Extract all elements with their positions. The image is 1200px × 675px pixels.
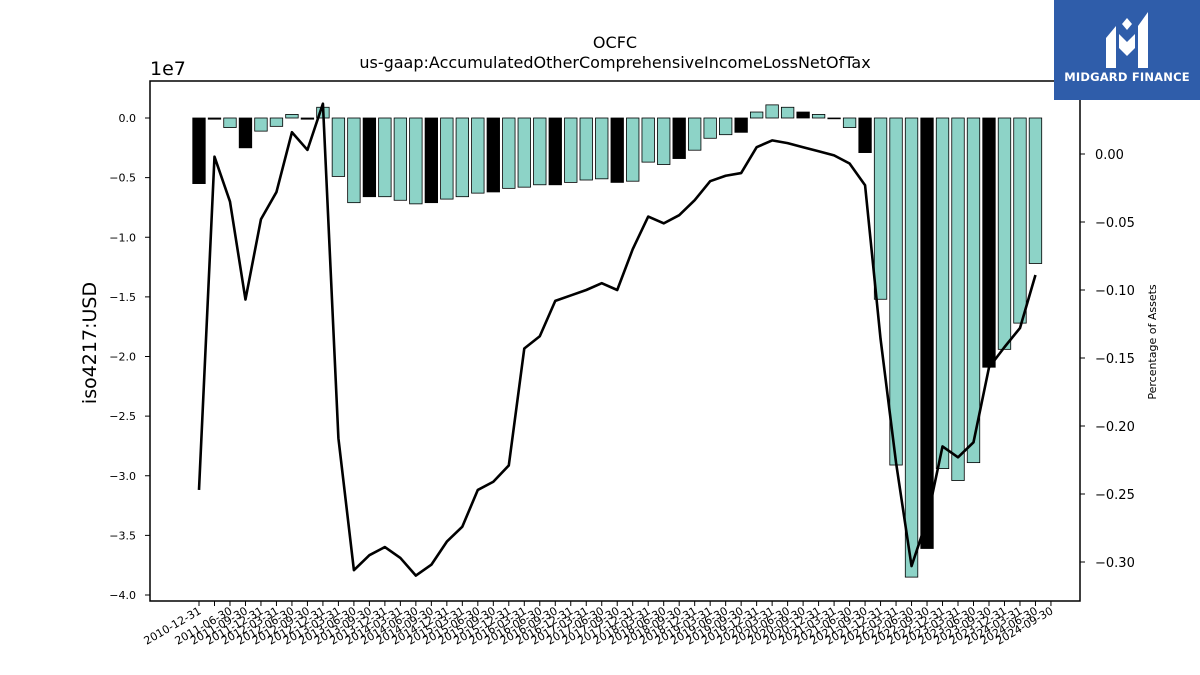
bar xyxy=(780,106,795,119)
bar xyxy=(595,117,609,180)
line-series xyxy=(197,102,1037,577)
bar xyxy=(564,117,578,183)
y2-tick-label: 0.00 xyxy=(1095,148,1124,163)
y2-tick-label: −0.10 xyxy=(1095,284,1135,299)
bar xyxy=(1028,117,1043,264)
bar xyxy=(749,111,764,119)
bar xyxy=(641,117,655,163)
y-tick-label: −2.0 xyxy=(109,351,136,364)
y-offset-label: 1e7 xyxy=(150,58,186,80)
bar xyxy=(688,117,702,151)
bar xyxy=(858,117,872,153)
bar xyxy=(672,117,686,159)
bar xyxy=(331,117,346,177)
bar xyxy=(502,117,516,189)
y-tick-label: −0.5 xyxy=(109,172,136,185)
bar xyxy=(548,117,562,186)
y-tick-label: 0.0 xyxy=(119,112,137,125)
bar xyxy=(626,117,640,182)
y-axis-label: iso4217:USD xyxy=(79,282,101,404)
bar xyxy=(207,117,222,120)
bar xyxy=(254,117,268,132)
bar xyxy=(951,117,965,481)
bar xyxy=(811,114,826,119)
bar xyxy=(579,117,593,181)
bar xyxy=(517,117,531,188)
y2-tick-label: −0.05 xyxy=(1095,216,1135,231)
bar xyxy=(935,117,950,469)
bar xyxy=(827,117,841,120)
logo-text: MIDGARD FINANCE xyxy=(1064,70,1190,84)
bar xyxy=(471,117,485,194)
bar xyxy=(904,117,919,578)
brand-logo: MIDGARD FINANCE xyxy=(1054,0,1200,100)
bar xyxy=(734,117,748,133)
bar xyxy=(192,117,206,184)
y2-tick-label: −0.25 xyxy=(1095,488,1135,503)
y2-tick-label: −0.30 xyxy=(1095,556,1135,571)
bar xyxy=(610,117,624,183)
y-tick-label: −3.0 xyxy=(109,470,136,483)
bar xyxy=(362,117,377,198)
bar xyxy=(842,117,857,128)
bar xyxy=(966,117,981,464)
bar xyxy=(424,117,439,204)
y2-tick-label: −0.20 xyxy=(1095,420,1135,435)
bar xyxy=(703,117,717,139)
bar xyxy=(889,117,903,466)
bar xyxy=(285,114,299,119)
bar xyxy=(719,117,733,136)
bar xyxy=(873,117,888,300)
bar xyxy=(657,117,671,165)
y-tick-label: −1.5 xyxy=(109,291,136,304)
bar xyxy=(982,117,996,368)
y-tick-label: −3.5 xyxy=(109,529,136,542)
bar xyxy=(378,117,392,198)
y-tick-label: −1.0 xyxy=(109,231,136,244)
y-tick-label: −4.0 xyxy=(109,589,136,602)
plot-frame xyxy=(149,80,1081,602)
y-tick-label: −2.5 xyxy=(109,410,136,423)
bar xyxy=(997,117,1012,350)
y2-tick-label: −0.15 xyxy=(1095,352,1135,367)
logo-mark-icon xyxy=(1106,12,1148,68)
plot-area: 0.0 −0.5 −1.0 −1.5 −2.0 −2.5 −3.0 −3.5 −4.0 0.00 −… xyxy=(109,102,1135,648)
bar xyxy=(920,117,934,549)
bar xyxy=(533,117,547,186)
bar xyxy=(238,117,253,149)
bar xyxy=(269,117,284,127)
bar xyxy=(393,117,408,201)
bar xyxy=(300,117,315,120)
bar xyxy=(486,117,500,193)
bar xyxy=(223,117,237,128)
bar xyxy=(455,117,469,198)
bar xyxy=(796,111,810,119)
y2-axis-label: Percentage of Assets xyxy=(1146,284,1159,400)
bar xyxy=(409,117,423,205)
chart-subtitle: us-gaap:AccumulatedOtherComprehensiveInc… xyxy=(359,53,870,72)
bar xyxy=(765,104,779,119)
bar xyxy=(1013,117,1027,324)
bar xyxy=(440,117,454,200)
chart-title: OCFC xyxy=(593,33,637,52)
bar xyxy=(347,117,361,204)
